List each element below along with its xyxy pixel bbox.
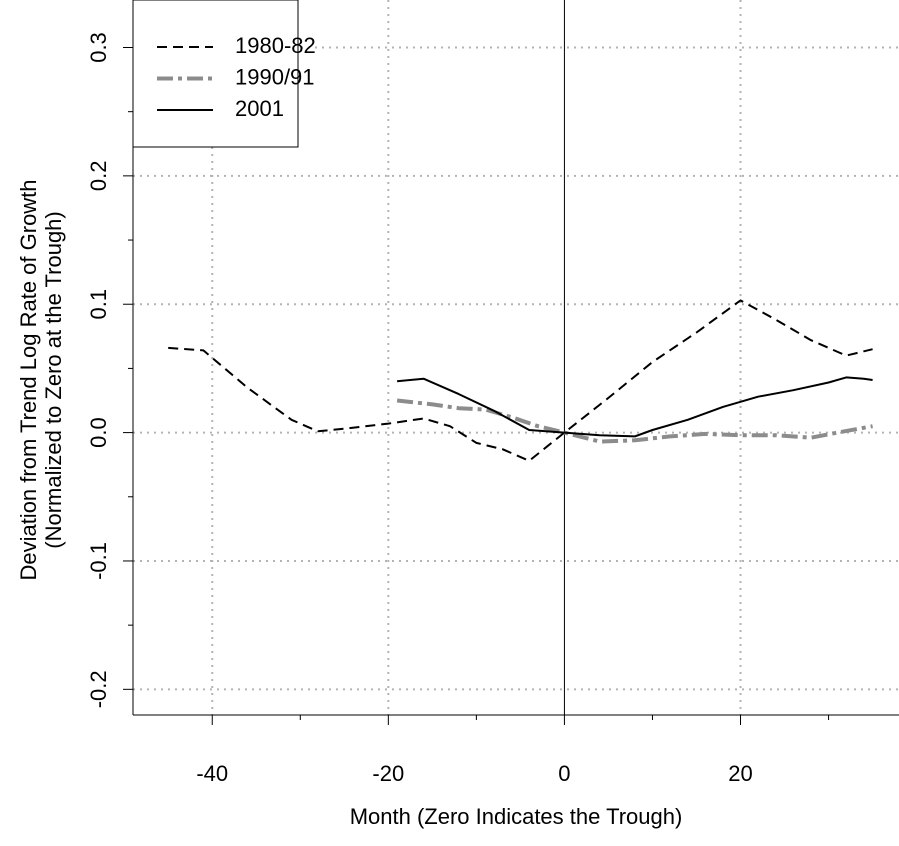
y-tick-label: 0.3 [86, 32, 111, 63]
y-axis-label: (Normalized to Zero at the Trough) [41, 211, 66, 548]
legend-label: 1980-82 [235, 33, 316, 58]
x-tick-label: 20 [728, 761, 752, 786]
y-tick-label: -0.1 [86, 542, 111, 580]
x-tick-label: 0 [558, 761, 570, 786]
series-line [396, 398, 873, 444]
y-tick-label: 0.2 [86, 161, 111, 192]
x-tick-label: -20 [372, 761, 404, 786]
y-tick-label: 0.0 [86, 417, 111, 448]
legend-box [132, 0, 299, 148]
y-axis-label: Deviation from Trend Log Rate of Growth [16, 179, 41, 580]
legend-label: 2001 [235, 96, 284, 121]
y-tick-label: 0.1 [86, 289, 111, 320]
y-tick-label: -0.2 [86, 670, 111, 708]
series-line [397, 376, 873, 438]
x-axis-label: Month (Zero Indicates the Trough) [350, 804, 683, 829]
legend-label: 1990/91 [235, 64, 315, 89]
x-tick-label: -40 [196, 761, 228, 786]
series-line [168, 299, 873, 462]
